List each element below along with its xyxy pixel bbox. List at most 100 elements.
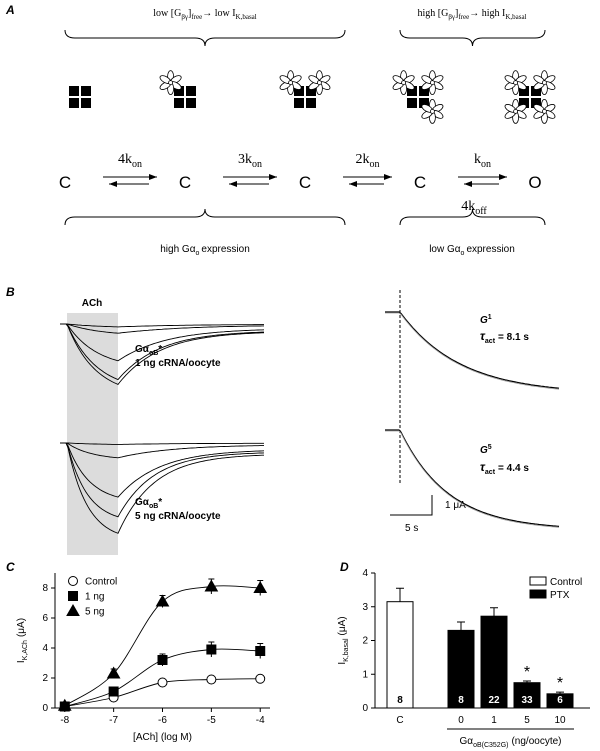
text: expression <box>466 244 514 255</box>
text: 4k <box>118 152 132 167</box>
text: K,basal <box>505 13 526 21</box>
arrow-head <box>109 181 117 187</box>
flower-icon <box>421 99 444 124</box>
stimulus-bar <box>67 313 118 555</box>
legend-label: PTX <box>550 590 570 601</box>
n-label: 8 <box>397 695 403 706</box>
text: free <box>458 13 469 21</box>
text: ] <box>455 8 458 19</box>
text: on <box>481 159 491 170</box>
rate-label: kon <box>474 152 491 170</box>
x-tick-label: 0 <box>458 715 464 726</box>
header: low [Gβγ]free→ low IK,basal <box>153 8 257 21</box>
error-bar <box>396 587 404 602</box>
n-label: 33 <box>521 695 533 706</box>
text: K,ACh <box>22 640 29 660</box>
subunit <box>407 86 417 96</box>
x-tick-label: 5 <box>524 715 530 726</box>
activation-fit <box>385 312 560 390</box>
current-trace <box>60 442 265 498</box>
text: expression <box>201 244 249 255</box>
text: (ng/oocyte) <box>511 736 561 747</box>
flower-center <box>513 80 518 85</box>
text: 5 <box>488 444 492 451</box>
marker <box>157 677 168 688</box>
text: = 4.4 s <box>498 463 529 474</box>
subunit <box>419 86 429 96</box>
text: on <box>252 159 262 170</box>
text: βγ <box>448 13 455 21</box>
current-trace <box>60 442 264 445</box>
subunit <box>531 86 541 96</box>
y-tick-label: 0 <box>42 703 48 714</box>
text: (μA) <box>337 616 348 635</box>
marker <box>155 594 170 607</box>
brace <box>399 208 546 226</box>
scale-label: 1 μA <box>445 500 466 511</box>
flower-icon <box>421 70 444 95</box>
text: act <box>485 469 496 476</box>
arrow-head <box>269 174 277 180</box>
current-trace <box>60 323 264 385</box>
flower-icon <box>504 70 527 95</box>
fit-label: G5 <box>480 444 492 456</box>
text: 4k <box>461 199 475 214</box>
marker <box>157 655 168 665</box>
legend-label: 5 ng <box>85 607 104 618</box>
y-tick-label: 3 <box>362 602 368 613</box>
text: βγ <box>181 13 188 21</box>
subunit <box>69 86 79 96</box>
x-tick-label: -5 <box>207 715 216 726</box>
current-trace <box>60 323 264 328</box>
axis-label: GαoB(C352G) (ng/oocyte) <box>460 736 562 749</box>
arrow-head <box>349 181 357 187</box>
arrow-head <box>384 174 392 180</box>
x-tick-label: 1 <box>491 715 497 726</box>
text: * <box>158 497 162 508</box>
panel-label: A <box>5 3 15 17</box>
subunit <box>294 98 304 108</box>
marker <box>253 580 268 593</box>
subunit <box>519 86 529 96</box>
text: low [G <box>153 8 181 19</box>
flower-icon <box>533 70 556 95</box>
text: → low I <box>202 8 235 19</box>
legend-marker <box>66 603 80 616</box>
text: Gα <box>135 344 150 355</box>
text: oB(C352G) <box>473 742 508 749</box>
state: C <box>59 173 71 192</box>
bar <box>513 682 541 709</box>
flower-center <box>168 80 174 85</box>
brace <box>399 29 546 47</box>
marker <box>255 673 266 684</box>
text: G <box>480 315 488 326</box>
brace <box>64 29 346 47</box>
y-tick-label: 8 <box>42 583 48 594</box>
text: * <box>158 344 162 355</box>
text: high [G <box>417 8 448 19</box>
subunit <box>81 86 91 96</box>
subunit <box>186 86 196 96</box>
text: = 8.1 s <box>498 332 529 343</box>
flower-icon <box>308 70 331 95</box>
rate-label: 4kon <box>118 152 142 170</box>
fit-tau: τact = 8.1 s <box>480 329 529 345</box>
activation-trace <box>385 311 560 389</box>
stimulus-label: ACh <box>82 298 103 309</box>
rate-label: 3kon <box>238 152 262 170</box>
flower-icon <box>279 70 302 95</box>
subunit <box>519 98 529 108</box>
header: high [Gβγ]free→ high IK,basal <box>417 8 526 21</box>
error-bar <box>490 607 498 617</box>
significance-mark: * <box>524 664 530 681</box>
n-label: 22 <box>488 695 500 706</box>
current-trace <box>60 323 264 334</box>
x-tick-label: C <box>396 715 403 726</box>
panel-label: D <box>340 560 349 574</box>
legend-label: 1 ng <box>85 592 104 603</box>
arrow-head <box>499 174 507 180</box>
text: K,basal <box>236 13 257 21</box>
text: I <box>16 660 27 663</box>
text: Gα <box>460 736 474 747</box>
text: high Gα <box>160 244 195 255</box>
